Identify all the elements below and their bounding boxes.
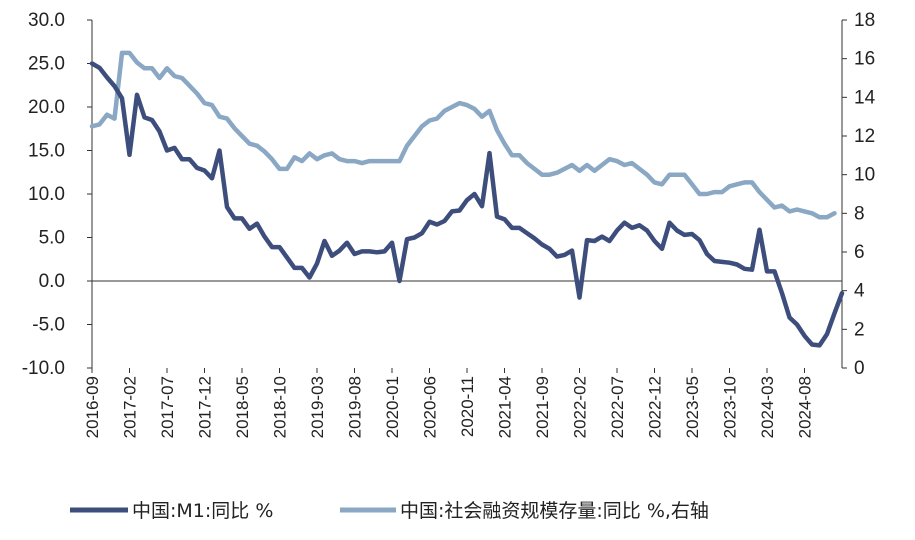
left-tick-label: 0.0 [39, 271, 65, 292]
left-tick-label: -5.0 [32, 315, 65, 336]
right-tick-label: 14 [854, 87, 876, 108]
x-tick-label: 2017-07 [158, 376, 177, 438]
x-tick-label: 2024-03 [758, 376, 777, 438]
series-layer [89, 50, 845, 348]
left-axis: -10.0 -5.0 0.0 5.0 10.0 15.0 20.0 25.0 30.0 [22, 10, 92, 379]
left-tick-label: 10.0 [28, 184, 65, 205]
series-line-tsf [89, 50, 837, 220]
left-tick-label: 20.0 [28, 97, 65, 118]
plot-frame [91, 20, 843, 368]
x-tick-label: 2017-12 [196, 376, 215, 438]
x-tick-label: 2021-04 [496, 376, 515, 438]
left-tick-label: -10.0 [22, 358, 65, 379]
x-tick-label: 2023-05 [683, 376, 702, 438]
x-tick-label: 2020-06 [421, 376, 440, 438]
legend: 中国:M1:同比 % 中国:社会融资规模存量:同比 %,右轴 [70, 500, 709, 522]
x-tick-label: 2022-02 [571, 376, 590, 438]
right-tick-label: 10 [854, 165, 875, 186]
left-tick-label: 5.0 [39, 228, 65, 249]
right-tick-label: 16 [854, 49, 875, 70]
x-tick-label: 2022-07 [608, 376, 627, 438]
x-tick-label: 2020-01 [383, 376, 402, 438]
x-tick-label: 2024-08 [796, 376, 815, 438]
right-tick-label: 0 [854, 358, 865, 379]
x-tick-label: 2020-11 [458, 376, 477, 437]
right-tick-label: 12 [854, 126, 875, 147]
x-tick-label: 2018-05 [233, 376, 252, 438]
x-tick-label: 2019-08 [346, 376, 365, 438]
left-tick-label: 30.0 [28, 10, 65, 31]
legend-label-tsf: 中国:社会融资规模存量:同比 %,右轴 [400, 500, 709, 522]
right-tick-label: 4 [854, 281, 865, 302]
right-tick-label: 8 [854, 203, 865, 224]
right-tick-label: 6 [854, 242, 865, 263]
x-axis: 2016-09 2017-02 2017-07 2017-12 2018-05 2018-… [83, 368, 815, 438]
right-tick-label: 18 [854, 10, 875, 31]
right-axis: 0 2 4 6 8 10 12 14 16 18 [842, 10, 876, 379]
legend-label-m1: 中国:M1:同比 % [132, 500, 273, 522]
x-tick-label: 2022-12 [646, 376, 665, 438]
x-tick-label: 2021-09 [533, 376, 552, 438]
x-tick-label: 2023-10 [721, 376, 740, 438]
x-tick-label: 2016-09 [83, 376, 102, 438]
x-tick-label: 2018-10 [271, 376, 290, 438]
right-tick-label: 2 [854, 319, 865, 340]
left-tick-label: 25.0 [28, 54, 65, 75]
series-line-m1 [89, 61, 845, 348]
left-tick-label: 15.0 [28, 141, 65, 162]
x-tick-label: 2017-02 [121, 376, 140, 438]
x-tick-label: 2019-03 [308, 376, 327, 438]
